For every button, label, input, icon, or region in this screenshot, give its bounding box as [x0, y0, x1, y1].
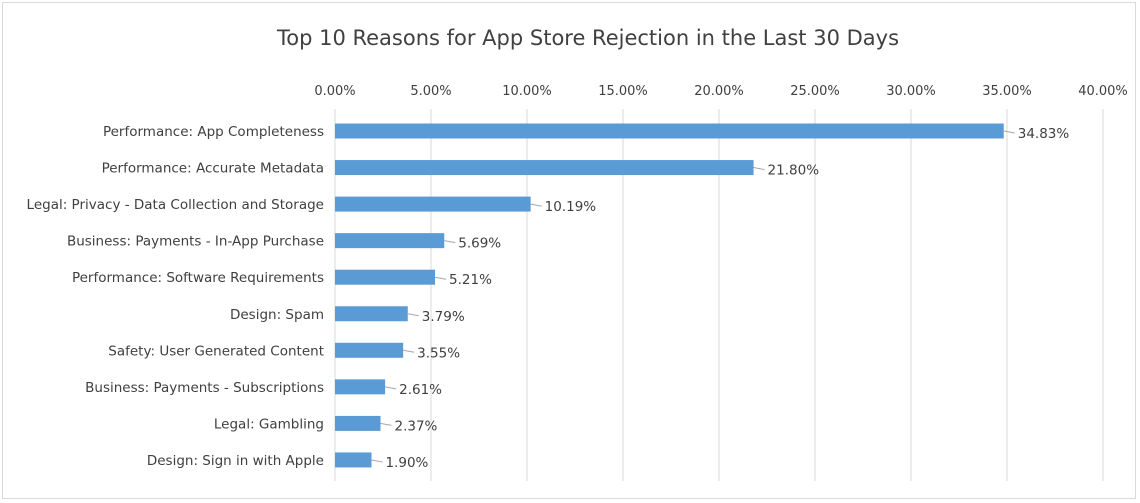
bar	[335, 379, 386, 395]
category-labels: Performance: App Completeness Performance…	[27, 124, 324, 469]
data-label-leader	[385, 386, 397, 390]
data-label-leader	[371, 459, 383, 463]
bar	[335, 269, 436, 285]
data-label-leader	[1003, 130, 1015, 134]
x-tick-label: 5.00%	[410, 84, 451, 99]
category-label: Safety: User Generated Content	[108, 343, 324, 359]
x-axis-ticks: 0.00% 5.00% 10.00% 15.00% 20.00% 25.00% 30.00%…	[314, 84, 1127, 99]
bar	[335, 306, 408, 322]
category-label: Legal: Gambling	[214, 416, 324, 432]
bar	[335, 342, 404, 358]
data-label: 3.79%	[422, 309, 465, 325]
data-label-leader	[380, 422, 392, 426]
x-tick-label: 35.00%	[982, 84, 1032, 99]
data-label: 34.83%	[1018, 126, 1070, 142]
x-tick-label: 20.00%	[694, 84, 744, 99]
data-label: 5.21%	[449, 272, 492, 288]
category-label: Legal: Privacy - Data Collection and Sto…	[27, 197, 324, 213]
bar	[335, 233, 445, 249]
x-tick-label: 40.00%	[1078, 84, 1128, 99]
x-tick-label: 25.00%	[790, 84, 840, 99]
data-label: 3.55%	[417, 345, 460, 361]
data-label: 2.61%	[399, 382, 442, 398]
x-tick-label: 10.00%	[502, 84, 552, 99]
category-label: Business: Payments - In-App Purchase	[67, 234, 324, 250]
bars	[335, 123, 1004, 468]
data-label-leader	[403, 349, 415, 353]
chart-canvas: Top 10 Reasons for App Store Rejection i…	[27, 26, 1128, 481]
data-label: 1.90%	[385, 455, 428, 471]
category-label: Performance: App Completeness	[103, 124, 324, 140]
data-label-leader	[530, 203, 542, 207]
data-labels: 34.83% 21.80% 10.19% 5.69% 5.21% 3.79% 3.55% 2.…	[371, 126, 1069, 471]
data-label-leader	[434, 276, 447, 280]
category-label: Business: Payments - Subscriptions	[85, 380, 324, 396]
data-label-leader	[444, 240, 456, 244]
data-label: 5.69%	[458, 236, 501, 252]
bar	[335, 196, 531, 212]
x-tick-label: 15.00%	[598, 84, 648, 99]
category-label: Design: Spam	[230, 307, 324, 323]
category-label: Design: Sign in with Apple	[147, 453, 324, 469]
bar	[335, 415, 381, 431]
data-label-leader	[753, 167, 765, 171]
bar	[335, 123, 1004, 139]
data-label: 2.37%	[395, 418, 438, 434]
category-label: Performance: Software Requirements	[72, 270, 324, 286]
data-label-leader	[407, 313, 419, 317]
data-label: 10.19%	[545, 199, 597, 215]
chart-title: Top 10 Reasons for App Store Rejection i…	[276, 26, 899, 50]
bar	[335, 452, 372, 468]
bar	[335, 160, 754, 176]
category-label: Performance: Accurate Metadata	[102, 161, 324, 177]
x-tick-label: 30.00%	[886, 84, 936, 99]
x-tick-label: 0.00%	[314, 84, 355, 99]
data-label: 21.80%	[768, 163, 820, 179]
